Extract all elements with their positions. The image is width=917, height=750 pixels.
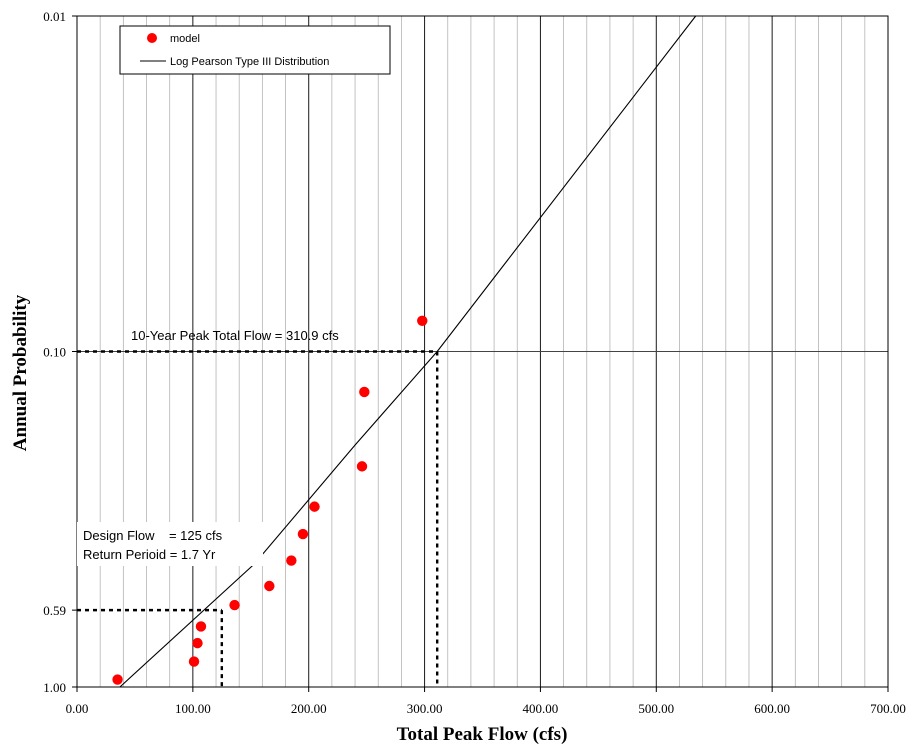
legend: model Log Pearson Type III Distribution: [119, 25, 391, 75]
x-tick-label: 300.00: [407, 701, 443, 716]
legend-model-marker-icon: [147, 33, 157, 43]
ten-year-annotation: 10-Year Peak Total Flow = 310.9 cfs: [131, 328, 339, 343]
y-tick-label: 1.00: [43, 680, 66, 695]
x-tick-label: 0.00: [66, 701, 89, 716]
x-axis-ticks: 0.00 100.00 200.00 300.00 400.00 500.00 600.00…: [66, 687, 906, 716]
x-tick-label: 400.00: [523, 701, 559, 716]
model-point: [297, 528, 309, 540]
model-point: [192, 637, 203, 649]
x-tick-label: 700.00: [870, 701, 906, 716]
x-tick-label: 500.00: [638, 701, 674, 716]
model-point: [195, 621, 207, 632]
model-point: [417, 315, 428, 326]
y-tick-label: 0.10: [43, 345, 66, 360]
design-flow-box: [77, 522, 263, 566]
model-point: [359, 386, 370, 398]
x-tick-label: 600.00: [754, 701, 790, 716]
legend-curve-label: Log Pearson Type III Distribution: [170, 56, 329, 68]
model-point: [229, 599, 240, 611]
model-point: [309, 501, 320, 512]
x-tick-label: 100.00: [175, 701, 211, 716]
model-point: [264, 580, 275, 592]
y-tick-label: 0.01: [43, 9, 66, 24]
x-tick-label: 200.00: [291, 701, 327, 716]
legend-box: [119, 25, 391, 75]
model-point: [112, 674, 123, 685]
y-axis-ticks: 0.01 0.10 0.59 1.00: [43, 9, 77, 695]
model-point: [188, 656, 200, 667]
model-points-layer: [112, 315, 428, 685]
grid-lines: [77, 16, 888, 687]
model-point: [356, 461, 368, 472]
y-axis-label: Annual Probability: [10, 294, 31, 451]
legend-model-label: model: [170, 33, 200, 45]
distribution-curve-layer: [119, 15, 697, 688]
design-flow-annotation: Design Flow = 125 cfs: [83, 528, 223, 543]
model-point: [286, 555, 297, 566]
reference-guides: [77, 350, 439, 687]
y-tick-label: 0.59: [43, 603, 66, 618]
log-pearson-curve: [119, 15, 697, 688]
return-period-annotation: Return Perioid = 1.7 Yr: [83, 547, 216, 562]
x-axis-label: Total Peak Flow (cfs): [397, 724, 568, 745]
